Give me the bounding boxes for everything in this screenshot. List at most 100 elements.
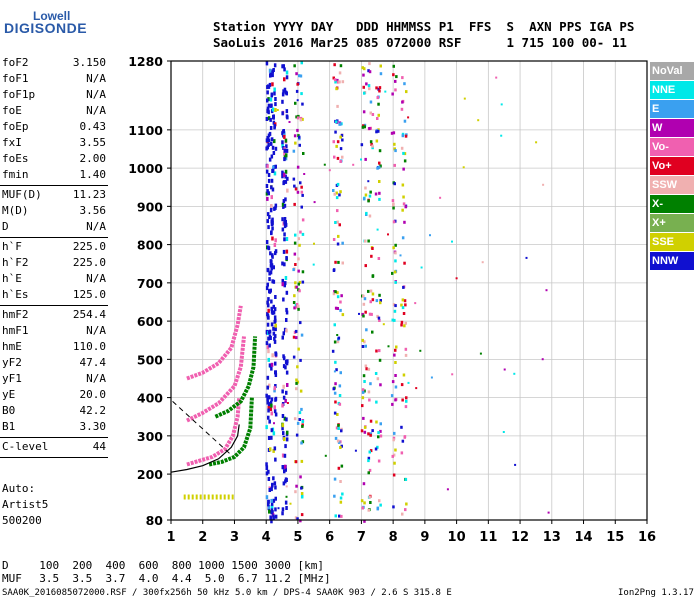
noise-point	[338, 71, 342, 75]
noise-point	[282, 384, 285, 389]
noise-point	[363, 340, 366, 344]
noise-point	[299, 230, 302, 234]
param-row: D N/A	[0, 220, 106, 234]
noise-point	[270, 154, 274, 159]
noise-point	[368, 62, 371, 66]
noise-point	[295, 433, 299, 437]
y-tick-label: 300	[137, 429, 163, 444]
param-value: N/A	[86, 104, 106, 117]
noise-point	[269, 515, 272, 520]
noise-point	[283, 469, 286, 474]
noise-point	[295, 115, 298, 119]
noise-point	[273, 124, 276, 129]
param-label: C-level	[2, 440, 49, 453]
info-code: 500200	[2, 514, 42, 527]
noise-point	[334, 80, 337, 84]
noise-point	[283, 237, 286, 242]
noise-point	[338, 384, 342, 388]
noise-point	[392, 64, 395, 68]
noise-point	[274, 514, 278, 519]
param-row: h`Es 125.0	[0, 288, 106, 302]
noise-point	[371, 292, 375, 296]
echo-trace	[186, 305, 243, 381]
noise-point	[364, 186, 367, 190]
noise-point	[336, 220, 339, 224]
noise-point	[282, 89, 285, 94]
noise-point	[284, 179, 288, 184]
noise-point	[400, 303, 403, 307]
noise-point	[360, 429, 364, 433]
y-tick-label: 1280	[128, 54, 163, 69]
noise-point	[270, 505, 274, 510]
noise-point	[367, 69, 370, 73]
noise-point	[293, 64, 296, 68]
noise-point	[283, 262, 286, 267]
noise-point	[334, 290, 337, 294]
noise-point	[266, 107, 270, 112]
noise-point	[377, 316, 381, 320]
param-value: N/A	[86, 272, 106, 285]
noise-point	[333, 494, 336, 498]
noise-point	[367, 456, 371, 460]
noise-point	[378, 499, 381, 503]
noise-point	[336, 80, 340, 84]
noise-point	[341, 313, 345, 317]
noise-point	[271, 254, 274, 259]
noise-point	[270, 299, 273, 304]
noise-point	[270, 487, 273, 492]
noise-point	[267, 436, 271, 440]
noise-point	[358, 312, 360, 315]
noise-point	[300, 459, 304, 463]
noise-point	[265, 466, 268, 470]
noise-point	[367, 432, 370, 436]
noise-point	[294, 187, 298, 191]
noise-point	[296, 517, 299, 521]
noise-point	[377, 257, 381, 260]
param-separator	[0, 185, 108, 186]
noise-point	[375, 299, 379, 303]
noise-point	[270, 141, 273, 146]
noise-point	[371, 429, 374, 433]
noise-point	[367, 180, 370, 183]
noise-point	[270, 403, 273, 408]
noise-point	[300, 61, 303, 65]
noise-point	[288, 121, 291, 123]
noise-point	[281, 414, 285, 418]
noise-point	[399, 254, 402, 257]
noise-point	[271, 169, 274, 173]
noise-point	[378, 180, 381, 183]
noise-point	[336, 439, 340, 443]
noise-point	[295, 305, 298, 309]
legend-item: NoVal	[650, 62, 694, 80]
noise-point	[281, 389, 284, 394]
noise-point	[274, 457, 277, 462]
noise-point	[300, 407, 303, 411]
noise-point	[284, 138, 288, 143]
noise-point	[395, 345, 398, 349]
noise-point	[282, 129, 285, 133]
param-label: h`E	[2, 272, 22, 285]
noise-point	[334, 436, 338, 440]
info-auto: Auto:	[2, 482, 36, 495]
noise-point	[268, 343, 271, 348]
noise-point	[284, 398, 287, 403]
noise-point	[339, 135, 342, 139]
noise-point	[284, 220, 287, 224]
noise-point	[286, 402, 289, 404]
noise-point	[273, 315, 277, 320]
param-row: h`E N/A	[0, 272, 106, 286]
noise-point	[361, 506, 364, 510]
noise-point	[394, 88, 397, 92]
echo-trace	[208, 397, 254, 467]
noise-point	[281, 403, 284, 408]
noise-point	[295, 303, 299, 306]
parameter-panel: foF2 3.150 foF1 N/A foF1p N/A foE N/A foEp 0.43 fx…	[0, 0, 110, 540]
noise-point	[403, 435, 406, 439]
plot-frame	[170, 60, 648, 521]
noise-point	[374, 192, 378, 196]
noise-point	[361, 125, 365, 129]
noise-point	[271, 226, 274, 231]
noise-point	[283, 67, 286, 72]
noise-point	[363, 519, 366, 523]
noise-point	[293, 306, 296, 310]
